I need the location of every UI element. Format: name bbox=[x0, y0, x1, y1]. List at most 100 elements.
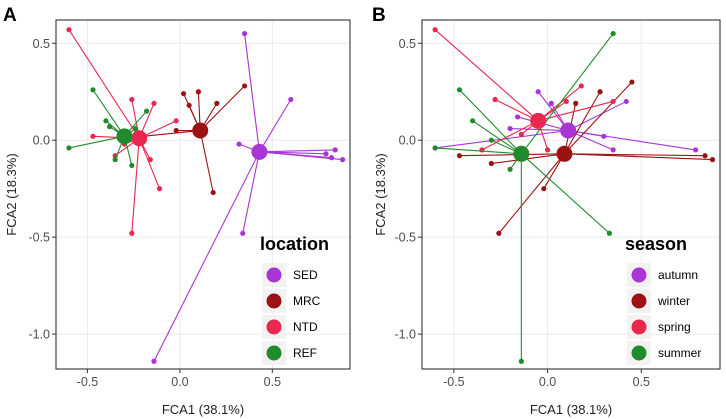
point-spring bbox=[518, 131, 524, 137]
spoke-SED bbox=[242, 151, 260, 234]
panel-b: B -0.5 0.0 0.5 0.5 0.0 -0.5 -1.0 FCA1 (38.1%) FCA… bbox=[372, 5, 721, 417]
point-spring bbox=[432, 27, 438, 33]
x-tick-label: 0.5 bbox=[264, 375, 281, 389]
point-NTD bbox=[147, 157, 153, 163]
point-NTD bbox=[129, 96, 135, 103]
point-spring bbox=[492, 96, 498, 103]
point-SED bbox=[323, 151, 329, 157]
point-MRC bbox=[180, 91, 187, 97]
point-SED bbox=[332, 147, 338, 153]
legend-label-MRC: MRC bbox=[293, 294, 321, 308]
point-SED bbox=[340, 157, 346, 163]
panel-a: A -0.5 0.0 0.5 0.5 0.0 -0.5 -1.0 FCA1 (38.1%) FCA… bbox=[3, 5, 351, 417]
spoke-summer bbox=[520, 33, 614, 155]
point-NTD bbox=[90, 133, 96, 139]
spoke-SED bbox=[153, 151, 260, 362]
point-REF bbox=[144, 108, 150, 114]
plot-border bbox=[55, 19, 351, 370]
legend-swatch-summer bbox=[631, 345, 647, 361]
spoke-NTD bbox=[138, 138, 161, 189]
point-MRC bbox=[210, 189, 216, 196]
legend-label-spring: spring bbox=[658, 320, 691, 334]
point-autumn bbox=[535, 89, 541, 95]
point-summer bbox=[470, 118, 476, 124]
point-MRC bbox=[186, 102, 192, 108]
y-tick-label: 0.0 bbox=[399, 134, 416, 148]
spoke-SED bbox=[244, 33, 260, 152]
spoke-winter bbox=[498, 153, 565, 234]
point-REF bbox=[112, 157, 118, 163]
spoke-summer bbox=[472, 120, 522, 155]
point-REF bbox=[132, 125, 139, 132]
point-spring bbox=[610, 98, 616, 105]
point-SED bbox=[288, 96, 294, 103]
y-tick-label: -0.5 bbox=[394, 231, 416, 245]
spoke-MRC bbox=[199, 130, 214, 193]
point-autumn bbox=[514, 114, 521, 120]
spoke-summer bbox=[459, 89, 522, 155]
point-winter bbox=[488, 160, 494, 167]
spoke-SED bbox=[259, 151, 326, 155]
point-summer bbox=[507, 166, 513, 172]
point-summer bbox=[606, 230, 613, 236]
point-SED bbox=[242, 30, 248, 37]
point-winter bbox=[541, 186, 547, 192]
spoke-SED bbox=[259, 151, 343, 161]
spoke-REF bbox=[92, 89, 125, 137]
point-SED bbox=[240, 230, 246, 236]
point-SED bbox=[151, 358, 157, 364]
spoke-spring bbox=[434, 29, 539, 122]
centroid-spring bbox=[530, 112, 547, 129]
spoke-SED bbox=[258, 99, 292, 153]
plot-border bbox=[421, 19, 721, 370]
point-summer bbox=[518, 358, 524, 364]
centroid-REF bbox=[116, 128, 133, 145]
x-tick-label: -0.5 bbox=[77, 375, 99, 389]
point-summer bbox=[432, 145, 438, 151]
centroid-summer bbox=[513, 145, 530, 162]
point-summer bbox=[488, 137, 494, 143]
y-tick-label: -1.0 bbox=[394, 328, 416, 342]
plot-background bbox=[56, 20, 350, 369]
point-winter bbox=[573, 100, 579, 106]
point-SED bbox=[328, 155, 335, 161]
point-autumn bbox=[601, 133, 607, 139]
point-SED bbox=[236, 141, 242, 147]
legend-swatch-REF bbox=[266, 345, 282, 361]
y-tick-label: 0.0 bbox=[33, 134, 50, 148]
legend-label-NTD: NTD bbox=[293, 320, 318, 334]
legend-label-SED: SED bbox=[293, 268, 318, 282]
centroid-SED bbox=[251, 143, 268, 160]
spoke-winter bbox=[564, 153, 706, 157]
plot-background bbox=[422, 20, 720, 369]
legend-swatch-SED bbox=[266, 267, 282, 283]
legend-label-summer: summer bbox=[658, 346, 701, 360]
point-REF bbox=[90, 87, 96, 93]
x-tick-label: 0.0 bbox=[171, 375, 188, 389]
y-tick-label: -1.0 bbox=[28, 328, 50, 342]
point-summer bbox=[610, 30, 616, 37]
point-MRC bbox=[242, 83, 248, 89]
spoke-REF bbox=[68, 135, 125, 149]
point-autumn bbox=[610, 147, 616, 153]
x-tick-label: 0.0 bbox=[539, 375, 556, 389]
centroid-NTD bbox=[131, 130, 148, 147]
point-REF bbox=[103, 118, 109, 124]
legend-swatch-spring bbox=[631, 319, 647, 335]
spoke-autumn bbox=[510, 128, 569, 132]
spoke-MRC bbox=[199, 85, 245, 131]
legend-title: location bbox=[260, 234, 329, 254]
centroid-winter bbox=[556, 145, 573, 162]
point-REF bbox=[129, 162, 135, 169]
panel-label: B bbox=[372, 5, 386, 26]
spoke-summer bbox=[520, 153, 610, 234]
point-winter bbox=[702, 153, 708, 159]
legend-label-autumn: autumn bbox=[658, 268, 698, 282]
x-axis-title: FCA1 (38.1%) bbox=[162, 402, 244, 417]
legend-label-REF: REF bbox=[293, 346, 317, 360]
point-spring bbox=[578, 83, 584, 89]
point-winter bbox=[456, 153, 463, 159]
centroid-MRC bbox=[192, 122, 209, 139]
spoke-spring bbox=[538, 100, 614, 122]
